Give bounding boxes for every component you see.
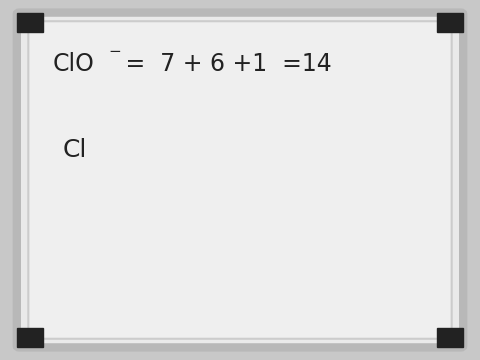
Bar [437, 328, 463, 347]
Text: ClO: ClO [53, 51, 95, 76]
Text: =  7 + 6 +1  =14: = 7 + 6 +1 =14 [118, 51, 331, 76]
Text: −: − [108, 44, 121, 59]
FancyBboxPatch shape [17, 13, 463, 347]
Bar [17, 13, 43, 32]
FancyBboxPatch shape [28, 21, 452, 339]
Bar [17, 328, 43, 347]
Bar [437, 13, 463, 32]
Text: Cl: Cl [62, 138, 87, 162]
